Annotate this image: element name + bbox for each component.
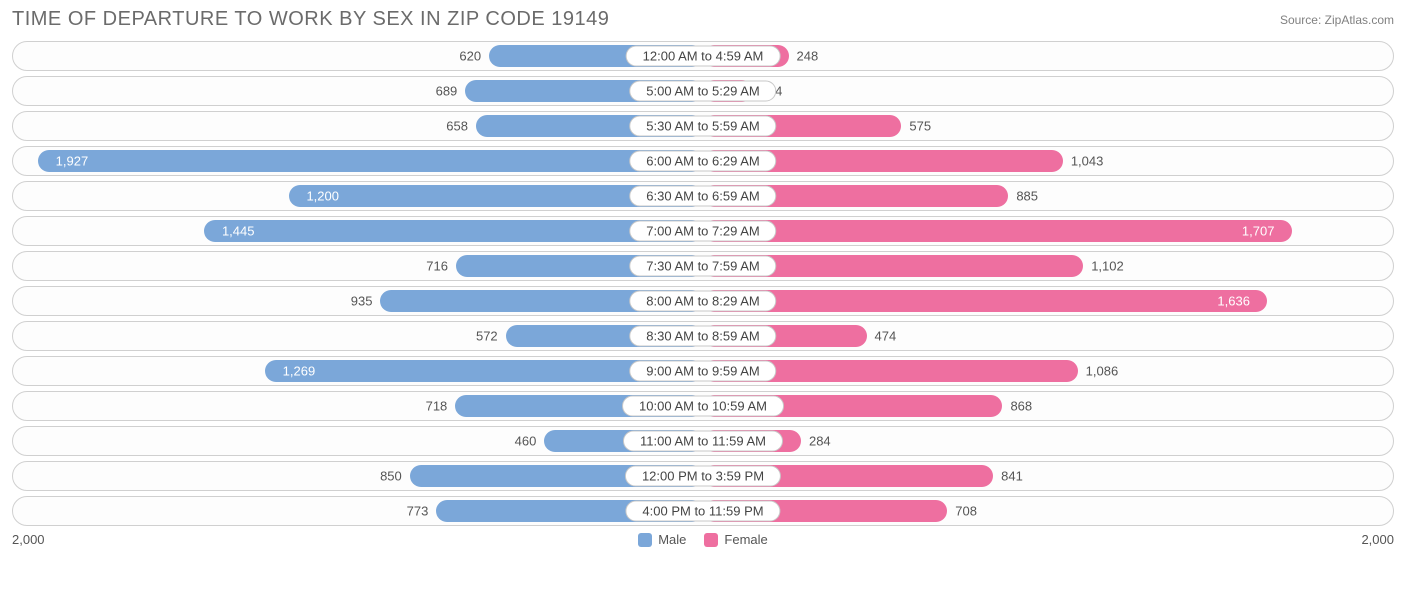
value-male: 572 — [476, 329, 498, 344]
category-label: 9:00 AM to 9:59 AM — [629, 361, 776, 382]
bar-male — [38, 150, 703, 172]
value-female: 1,636 — [1217, 294, 1250, 309]
value-female: 1,043 — [1071, 154, 1104, 169]
value-male: 718 — [426, 399, 448, 414]
value-female: 1,707 — [1242, 224, 1275, 239]
value-female: 284 — [809, 434, 831, 449]
legend-item-female: Female — [704, 532, 767, 547]
bar-female — [703, 220, 1292, 242]
chart-title: TIME OF DEPARTURE TO WORK BY SEX IN ZIP … — [12, 8, 609, 31]
value-male: 1,269 — [283, 364, 316, 379]
chart-row: 716 1,102 7:30 AM to 7:59 AM — [12, 251, 1394, 281]
value-female: 575 — [909, 119, 931, 134]
value-male: 1,445 — [222, 224, 255, 239]
chart-row: 1,200 885 6:30 AM to 6:59 AM — [12, 181, 1394, 211]
value-female: 885 — [1016, 189, 1038, 204]
chart-row: 620 248 12:00 AM to 4:59 AM — [12, 41, 1394, 71]
swatch-female — [704, 533, 718, 547]
value-male: 850 — [380, 469, 402, 484]
category-label: 8:00 AM to 8:29 AM — [629, 291, 776, 312]
chart-source: Source: ZipAtlas.com — [1280, 13, 1394, 27]
legend: Male Female — [638, 532, 768, 547]
category-label: 6:30 AM to 6:59 AM — [629, 186, 776, 207]
axis-right-max: 2,000 — [1361, 532, 1394, 547]
category-label: 11:00 AM to 11:59 AM — [623, 431, 783, 452]
category-label: 4:00 PM to 11:59 PM — [625, 501, 780, 522]
value-female: 248 — [797, 49, 819, 64]
chart-header: TIME OF DEPARTURE TO WORK BY SEX IN ZIP … — [12, 8, 1394, 31]
value-male: 773 — [407, 504, 429, 519]
value-male: 1,927 — [56, 154, 89, 169]
chart-row: 773 708 4:00 PM to 11:59 PM — [12, 496, 1394, 526]
category-label: 5:00 AM to 5:29 AM — [629, 81, 776, 102]
legend-label-male: Male — [658, 532, 686, 547]
chart-row: 460 284 11:00 AM to 11:59 AM — [12, 426, 1394, 456]
value-male: 716 — [426, 259, 448, 274]
value-male: 658 — [446, 119, 468, 134]
value-female: 474 — [875, 329, 897, 344]
value-male: 460 — [515, 434, 537, 449]
legend-label-female: Female — [724, 532, 767, 547]
chart-row: 6891445:00 AM to 5:29 AM — [12, 76, 1394, 106]
category-label: 8:30 AM to 8:59 AM — [629, 326, 776, 347]
category-label: 12:00 PM to 3:59 PM — [625, 466, 781, 487]
value-female: 1,102 — [1091, 259, 1124, 274]
chart-row: 850 841 12:00 PM to 3:59 PM — [12, 461, 1394, 491]
category-label: 7:00 AM to 7:29 AM — [629, 221, 776, 242]
chart-row: 718 868 10:00 AM to 10:59 AM — [12, 391, 1394, 421]
value-male: 620 — [459, 49, 481, 64]
category-label: 10:00 AM to 10:59 AM — [622, 396, 784, 417]
chart-row: 572 474 8:30 AM to 8:59 AM — [12, 321, 1394, 351]
category-label: 5:30 AM to 5:59 AM — [629, 116, 776, 137]
value-male: 689 — [436, 84, 458, 99]
chart-row: 935 1,636 8:00 AM to 8:29 AM — [12, 286, 1394, 316]
value-female: 708 — [955, 504, 977, 519]
chart-row: 1,269 1,086 9:00 AM to 9:59 AM — [12, 356, 1394, 386]
swatch-male — [638, 533, 652, 547]
value-female: 841 — [1001, 469, 1023, 484]
chart-footer: 2,000 Male Female 2,000 — [12, 532, 1394, 547]
value-male: 935 — [351, 294, 373, 309]
axis-left-max: 2,000 — [12, 532, 45, 547]
value-female: 1,086 — [1086, 364, 1119, 379]
category-label: 12:00 AM to 4:59 AM — [626, 46, 781, 67]
legend-item-male: Male — [638, 532, 686, 547]
bar-female — [703, 290, 1267, 312]
category-label: 6:00 AM to 6:29 AM — [629, 151, 776, 172]
bar-male — [204, 220, 703, 242]
value-female: 868 — [1010, 399, 1032, 414]
chart-row: 1,445 1,707 7:00 AM to 7:29 AM — [12, 216, 1394, 246]
diverging-bar-chart: 620 248 12:00 AM to 4:59 AM 6891445:00 AM t… — [12, 41, 1394, 526]
chart-row: 1,927 1,043 6:00 AM to 6:29 AM — [12, 146, 1394, 176]
chart-row: 658 575 5:30 AM to 5:59 AM — [12, 111, 1394, 141]
category-label: 7:30 AM to 7:59 AM — [629, 256, 776, 277]
value-male: 1,200 — [306, 189, 339, 204]
